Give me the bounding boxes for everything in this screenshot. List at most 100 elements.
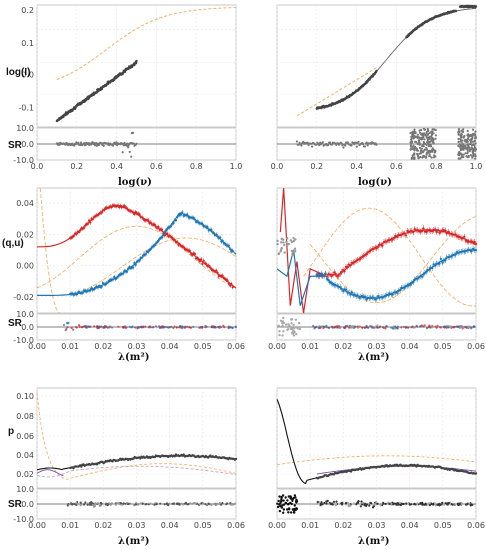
resid-point	[310, 142, 313, 145]
resid-point	[280, 506, 283, 509]
resid-point	[432, 156, 436, 159]
resid-point	[142, 325, 145, 328]
q-point	[215, 269, 218, 272]
xlabel-lognu-right: log(ν)	[358, 177, 392, 188]
ylabel-logI: log(I)	[6, 67, 30, 78]
resid-point	[409, 144, 413, 147]
u-point	[327, 279, 330, 282]
resid-point	[428, 137, 431, 140]
resid-point	[384, 502, 387, 505]
tl-xtick: 0.8	[190, 162, 203, 171]
resid-point	[423, 128, 426, 131]
resid-point	[296, 327, 299, 330]
resid-point	[351, 325, 354, 328]
u-point	[212, 231, 215, 235]
resid-point	[344, 325, 347, 328]
resid-point	[154, 325, 158, 328]
resid-point	[419, 151, 423, 154]
early-point	[290, 240, 294, 244]
u-point	[133, 261, 136, 265]
resid-point	[384, 327, 387, 330]
resid-point	[356, 501, 359, 504]
resid-point	[318, 327, 321, 330]
resid-point	[419, 325, 422, 328]
resid-point	[466, 149, 469, 152]
u-point	[227, 244, 230, 247]
resid-point	[427, 129, 430, 132]
resid-point	[282, 499, 285, 502]
resid-point	[163, 503, 166, 506]
resid-point	[411, 156, 414, 159]
p-model-alt	[36, 469, 64, 477]
resid-point	[84, 501, 87, 504]
resid-point	[286, 508, 289, 511]
resid-point	[354, 141, 357, 144]
bl-xtick: 0.00	[28, 521, 46, 530]
resid-point	[293, 494, 297, 497]
q-point	[396, 235, 399, 239]
resid-point	[328, 141, 332, 144]
mlr-ytick: 0.0	[21, 323, 34, 332]
resid-point	[473, 325, 476, 328]
data-point	[135, 59, 138, 63]
u-point	[162, 233, 165, 237]
resid-point	[375, 143, 378, 146]
resid-point	[62, 323, 66, 327]
bl-ytick: 0.04	[16, 451, 34, 460]
u-point	[181, 211, 184, 214]
resid-point	[171, 502, 174, 505]
resid-point	[319, 502, 322, 506]
resid-point	[79, 141, 83, 144]
resid-point	[363, 145, 366, 148]
resid-point	[281, 494, 285, 497]
resid-point	[459, 137, 462, 140]
resid-point	[431, 326, 434, 329]
q-model-early	[279, 187, 324, 314]
resid-point	[467, 155, 470, 159]
resid-point	[137, 325, 140, 329]
early-point	[276, 243, 279, 246]
mr-xtick: 0.00	[268, 342, 286, 351]
resid-point	[325, 324, 328, 327]
q-point	[77, 230, 81, 234]
resid-point	[153, 503, 156, 506]
q-point	[230, 282, 233, 286]
resid-point	[363, 326, 366, 329]
resid-point	[342, 146, 345, 149]
resid-point	[466, 138, 469, 141]
resid-point	[194, 502, 197, 505]
resid-point	[213, 325, 216, 328]
u-point	[138, 259, 141, 262]
br-xtick: 0.05	[434, 521, 452, 530]
resid-point	[357, 140, 360, 143]
q-point	[191, 253, 194, 256]
q-point	[447, 230, 450, 233]
q-point	[216, 271, 219, 274]
q-point	[416, 228, 419, 232]
resid-point	[290, 322, 293, 325]
resid-point	[321, 503, 324, 506]
resid-point	[353, 143, 356, 146]
q-point	[436, 228, 440, 232]
resid-point	[469, 154, 472, 157]
resid-point	[369, 501, 372, 504]
resid-point	[302, 140, 305, 143]
resid-point	[293, 330, 296, 334]
resid-point	[413, 131, 416, 134]
resid-point	[409, 148, 412, 151]
u-point	[164, 229, 167, 232]
resid-point	[145, 503, 148, 506]
q-point	[393, 236, 396, 239]
resid-point	[455, 325, 458, 328]
resid-point	[217, 325, 220, 328]
resid-point	[462, 128, 465, 131]
u-point	[420, 275, 424, 278]
tl-xtick: 1.0	[230, 162, 243, 171]
q-point	[226, 279, 229, 282]
resid-point	[107, 326, 111, 329]
resid-point	[94, 502, 97, 505]
resid-point	[288, 508, 291, 511]
resid-point	[470, 140, 473, 143]
q-point	[463, 235, 466, 238]
tr-xtick: 1.0	[470, 162, 483, 171]
